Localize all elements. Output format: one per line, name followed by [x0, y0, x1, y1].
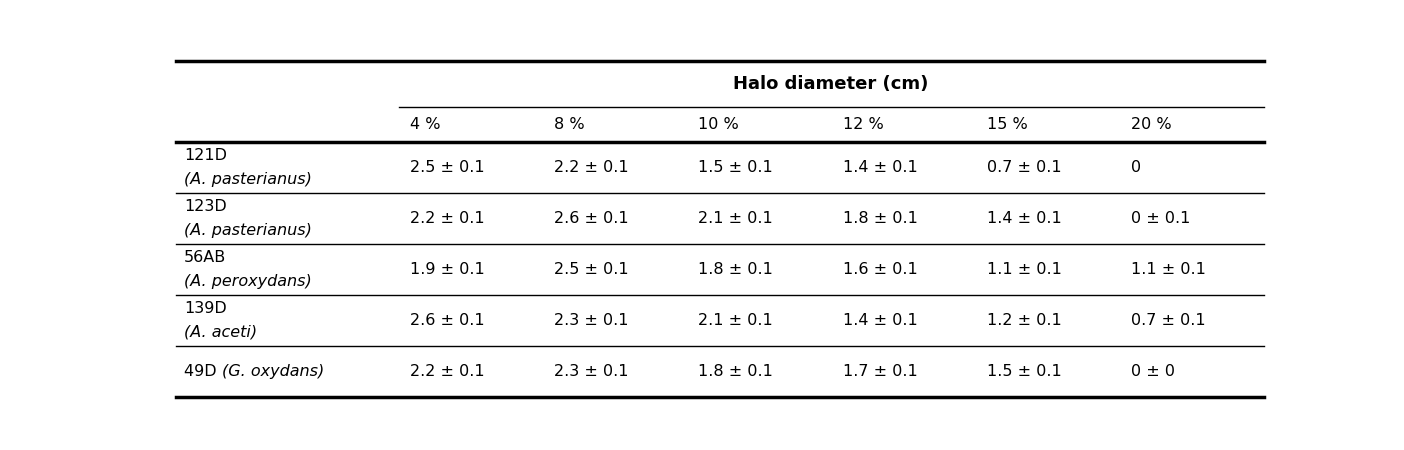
Text: 0 ± 0: 0 ± 0: [1132, 364, 1175, 379]
Text: 2.3 ± 0.1: 2.3 ± 0.1: [555, 313, 629, 328]
Text: 1.4 ± 0.1: 1.4 ± 0.1: [987, 211, 1061, 226]
Text: 1.4 ± 0.1: 1.4 ± 0.1: [842, 313, 917, 328]
Text: 0: 0: [1132, 160, 1141, 175]
Text: 1.8 ± 0.1: 1.8 ± 0.1: [698, 262, 774, 277]
Text: (A. pasterianus): (A. pasterianus): [184, 223, 312, 238]
Text: 1.2 ± 0.1: 1.2 ± 0.1: [987, 313, 1061, 328]
Text: 2.1 ± 0.1: 2.1 ± 0.1: [698, 313, 774, 328]
Text: 139D: 139D: [184, 301, 227, 316]
Text: 2.2 ± 0.1: 2.2 ± 0.1: [555, 160, 629, 175]
Text: 49D: 49D: [184, 364, 222, 379]
Text: 2.2 ± 0.1: 2.2 ± 0.1: [410, 364, 484, 379]
Text: 12 %: 12 %: [842, 117, 883, 132]
Text: Halo diameter (cm): Halo diameter (cm): [733, 75, 929, 93]
Text: 2.5 ± 0.1: 2.5 ± 0.1: [410, 160, 484, 175]
Text: 4 %: 4 %: [410, 117, 441, 132]
Text: (A. pasterianus): (A. pasterianus): [184, 171, 312, 187]
Text: 10 %: 10 %: [698, 117, 739, 132]
Text: 1.5 ± 0.1: 1.5 ± 0.1: [987, 364, 1061, 379]
Text: 0.7 ± 0.1: 0.7 ± 0.1: [1132, 313, 1206, 328]
Text: 15 %: 15 %: [987, 117, 1028, 132]
Text: 2.1 ± 0.1: 2.1 ± 0.1: [698, 211, 774, 226]
Text: 0.7 ± 0.1: 0.7 ± 0.1: [987, 160, 1061, 175]
Text: 2.3 ± 0.1: 2.3 ± 0.1: [555, 364, 629, 379]
Text: (G. oxydans): (G. oxydans): [222, 364, 324, 379]
Text: 1.6 ± 0.1: 1.6 ± 0.1: [842, 262, 917, 277]
Text: (A. peroxydans): (A. peroxydans): [184, 274, 312, 289]
Text: 1.1 ± 0.1: 1.1 ± 0.1: [987, 262, 1061, 277]
Text: 8 %: 8 %: [555, 117, 585, 132]
Text: 1.7 ± 0.1: 1.7 ± 0.1: [842, 364, 917, 379]
Text: 2.2 ± 0.1: 2.2 ± 0.1: [410, 211, 484, 226]
Text: 2.5 ± 0.1: 2.5 ± 0.1: [555, 262, 629, 277]
Text: 1.9 ± 0.1: 1.9 ± 0.1: [410, 262, 484, 277]
Text: 20 %: 20 %: [1132, 117, 1171, 132]
Text: 0 ± 0.1: 0 ± 0.1: [1132, 211, 1191, 226]
Text: 1.8 ± 0.1: 1.8 ± 0.1: [842, 211, 917, 226]
Text: 1.5 ± 0.1: 1.5 ± 0.1: [698, 160, 774, 175]
Text: 1.8 ± 0.1: 1.8 ± 0.1: [698, 364, 774, 379]
Text: 56AB: 56AB: [184, 250, 226, 265]
Text: (A. aceti): (A. aceti): [184, 325, 257, 340]
Text: 1.1 ± 0.1: 1.1 ± 0.1: [1132, 262, 1206, 277]
Text: 123D: 123D: [184, 199, 227, 214]
Text: 121D: 121D: [184, 148, 227, 163]
Text: 1.4 ± 0.1: 1.4 ± 0.1: [842, 160, 917, 175]
Text: 2.6 ± 0.1: 2.6 ± 0.1: [555, 211, 629, 226]
Text: 2.6 ± 0.1: 2.6 ± 0.1: [410, 313, 484, 328]
